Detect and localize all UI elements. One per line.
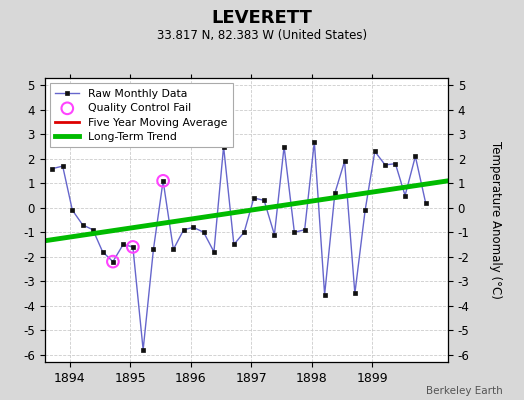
Raw Monthly Data [190, 225, 196, 230]
Quality Control Fail [159, 178, 167, 184]
Raw Monthly Data [311, 139, 318, 144]
Raw Monthly Data [321, 292, 328, 297]
Raw Monthly Data [80, 222, 86, 227]
Raw Monthly Data [402, 193, 408, 198]
Raw Monthly Data [422, 200, 429, 205]
Raw Monthly Data [342, 159, 348, 164]
Raw Monthly Data [301, 227, 308, 232]
Raw Monthly Data [110, 259, 116, 264]
Raw Monthly Data [60, 164, 66, 168]
Raw Monthly Data [241, 230, 247, 235]
Quality Control Fail [108, 258, 117, 265]
Raw Monthly Data [201, 230, 207, 235]
Raw Monthly Data [291, 230, 298, 235]
Raw Monthly Data [281, 144, 287, 149]
Raw Monthly Data [211, 250, 217, 254]
Raw Monthly Data [181, 227, 187, 232]
Raw Monthly Data [392, 161, 399, 166]
Raw Monthly Data [382, 162, 388, 167]
Raw Monthly Data [352, 291, 358, 296]
Raw Monthly Data [90, 227, 96, 232]
Raw Monthly Data [231, 242, 237, 247]
Text: 33.817 N, 82.383 W (United States): 33.817 N, 82.383 W (United States) [157, 30, 367, 42]
Raw Monthly Data [271, 232, 278, 237]
Raw Monthly Data [120, 242, 126, 247]
Raw Monthly Data [130, 244, 136, 249]
Raw Monthly Data [100, 250, 106, 254]
Raw Monthly Data [221, 144, 227, 149]
Raw Monthly Data [412, 154, 419, 159]
Raw Monthly Data [140, 347, 146, 352]
Quality Control Fail [129, 244, 137, 250]
Raw Monthly Data [372, 149, 378, 154]
Raw Monthly Data [261, 198, 267, 203]
Raw Monthly Data [332, 191, 338, 196]
Text: LEVERETT: LEVERETT [212, 9, 312, 27]
Line: Raw Monthly Data: Raw Monthly Data [50, 139, 428, 352]
Text: Berkeley Earth: Berkeley Earth [427, 386, 503, 396]
Raw Monthly Data [69, 208, 75, 213]
Raw Monthly Data [362, 208, 368, 213]
Legend: Raw Monthly Data, Quality Control Fail, Five Year Moving Average, Long-Term Tren: Raw Monthly Data, Quality Control Fail, … [50, 84, 233, 147]
Raw Monthly Data [49, 166, 56, 171]
Raw Monthly Data [160, 178, 166, 183]
Raw Monthly Data [170, 247, 177, 252]
Y-axis label: Temperature Anomaly (°C): Temperature Anomaly (°C) [489, 141, 502, 299]
Raw Monthly Data [250, 196, 257, 200]
Raw Monthly Data [150, 247, 157, 252]
